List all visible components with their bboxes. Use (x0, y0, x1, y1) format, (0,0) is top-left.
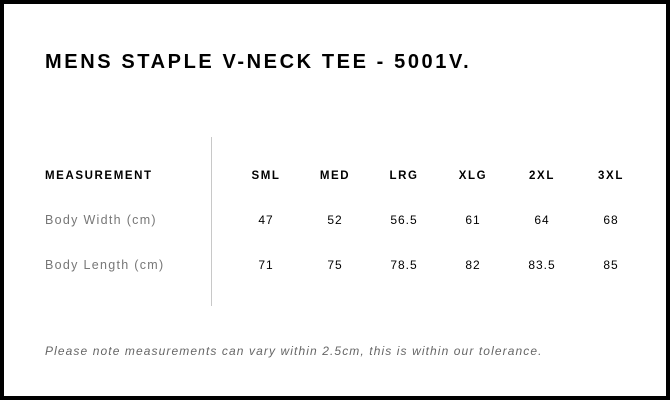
row-label-body-width: Body Width (cm) (45, 213, 157, 227)
size-header: SML (251, 170, 281, 182)
table-cell: 78.5 (390, 258, 418, 272)
table-cell: 68 (603, 213, 619, 227)
tolerance-note: Please note measurements can vary within… (45, 344, 543, 358)
row-label-body-length: Body Length (cm) (45, 258, 165, 272)
measurement-header: MEASUREMENT (45, 170, 153, 182)
table-cell: 83.5 (528, 258, 556, 272)
table-cell: 56.5 (390, 213, 418, 227)
table-cell: 52 (327, 213, 343, 227)
size-header: MED (319, 170, 351, 182)
size-header: XLG (458, 170, 488, 182)
column-divider (211, 137, 212, 306)
table-cell: 85 (603, 258, 619, 272)
table-cell: 47 (258, 213, 274, 227)
table-cell: 61 (465, 213, 481, 227)
table-cell: 71 (258, 258, 274, 272)
size-header: LRG (389, 170, 419, 182)
size-header: 2XL (529, 170, 555, 182)
size-header: 3XL (598, 170, 624, 182)
page-title: MENS STAPLE V-NECK TEE - 5001V. (45, 51, 472, 73)
table-cell: 64 (534, 213, 550, 227)
table-cell: 82 (465, 258, 481, 272)
table-cell: 75 (327, 258, 343, 272)
